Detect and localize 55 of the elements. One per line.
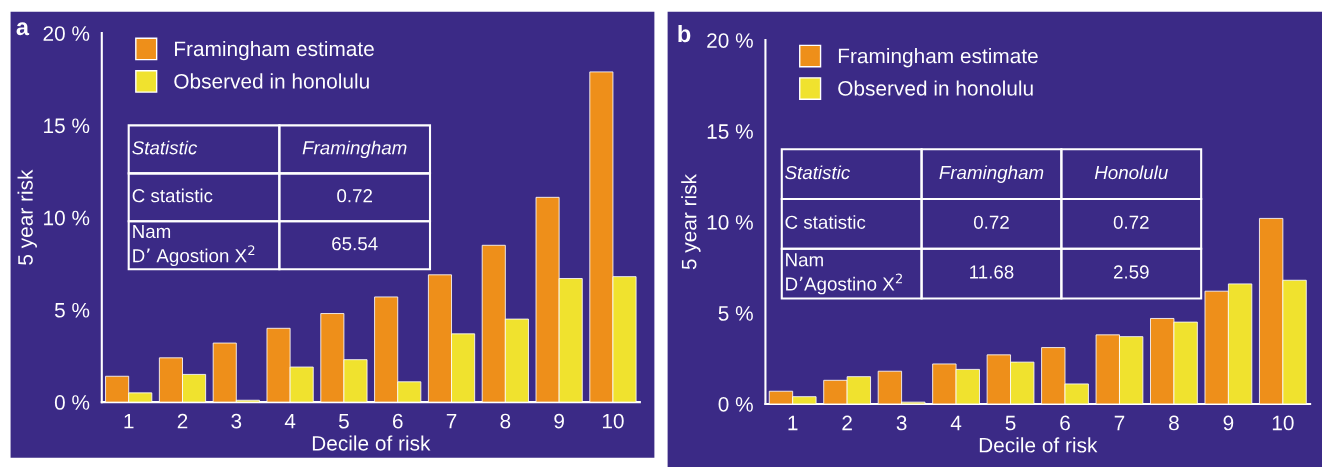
x-tick-label: 1 (124, 413, 134, 429)
text: a (16, 22, 30, 36)
x-tick-label: 4 (284, 413, 296, 429)
y-tick-label: 20 % (43, 26, 90, 41)
y-tick-label: 0 % (718, 396, 753, 412)
y-axis-title: 5 year risk (17, 169, 37, 265)
y-tick-label: 10 % (44, 210, 90, 226)
x-tick-label: 10 (1272, 415, 1294, 431)
y-tick-label: 20 % (707, 33, 753, 48)
y-tick-label: 5 % (54, 302, 90, 318)
y-axis-title: 5 year risk (681, 173, 701, 270)
x-tick-label: 4 (950, 415, 962, 431)
legend-label: Framingham estimate (175, 40, 374, 61)
x-tick-label: 3 (231, 413, 242, 429)
legend-label: Observed in honolulu (174, 73, 369, 89)
annotation: Honolulu (1094, 165, 1168, 180)
text: b (678, 24, 691, 43)
annotation: 2.59 (1113, 265, 1149, 279)
y-tick-label: 15 % (707, 124, 753, 139)
annotation: 0.72 (1113, 215, 1149, 229)
x-tick-label: 2 (177, 413, 188, 429)
y-tick-label: 10 % (707, 215, 753, 230)
x-tick-label: 2 (842, 415, 852, 431)
x-tick-label: 9 (554, 413, 564, 429)
x-tick-label: 7 (1114, 415, 1125, 431)
annotation: 65.54 (332, 237, 378, 251)
y-tick-label: 5 % (718, 306, 753, 321)
x-tick-label: 3 (896, 415, 907, 431)
x-tick-label: 8 (500, 413, 511, 429)
x-tick-label: 1 (788, 415, 798, 431)
x-tick-label: 5 (338, 413, 349, 429)
x-axis-title: Decile of risk (979, 437, 1098, 453)
legend-label: Observed in honolulu (838, 80, 1033, 96)
x-axis-title: Decile of risk (312, 435, 431, 451)
x-tick-label: 8 (1169, 415, 1179, 431)
annotation: Statistic (785, 165, 851, 180)
x-tick-label: 7 (446, 413, 457, 429)
annotation: C statistic (785, 215, 866, 229)
annotation: Framingham (939, 165, 1044, 183)
annotation: Nam D’ Agostion X$^{2}$ (133, 225, 255, 267)
annotation: Framingham (302, 140, 407, 159)
x-tick-label: 9 (1223, 415, 1234, 431)
x-tick-label: 5 (1005, 415, 1016, 431)
annotation: C statistic (132, 188, 213, 203)
annotation: Nam D’Agostino X$^{2}$ (786, 253, 902, 295)
annotation: 0.72 (337, 189, 372, 203)
annotation: 0.72 (973, 215, 1009, 229)
y-tick-label: 0 % (54, 395, 90, 410)
annotation: Statistic (132, 140, 198, 155)
x-tick-label: 6 (392, 413, 403, 429)
y-tick-label: 15 % (44, 118, 90, 134)
x-tick-label: 6 (1060, 415, 1070, 431)
legend-label: Framingham estimate (838, 48, 1038, 68)
annotation: 11.68 (970, 265, 1014, 279)
x-tick-label: 10 (602, 413, 624, 429)
